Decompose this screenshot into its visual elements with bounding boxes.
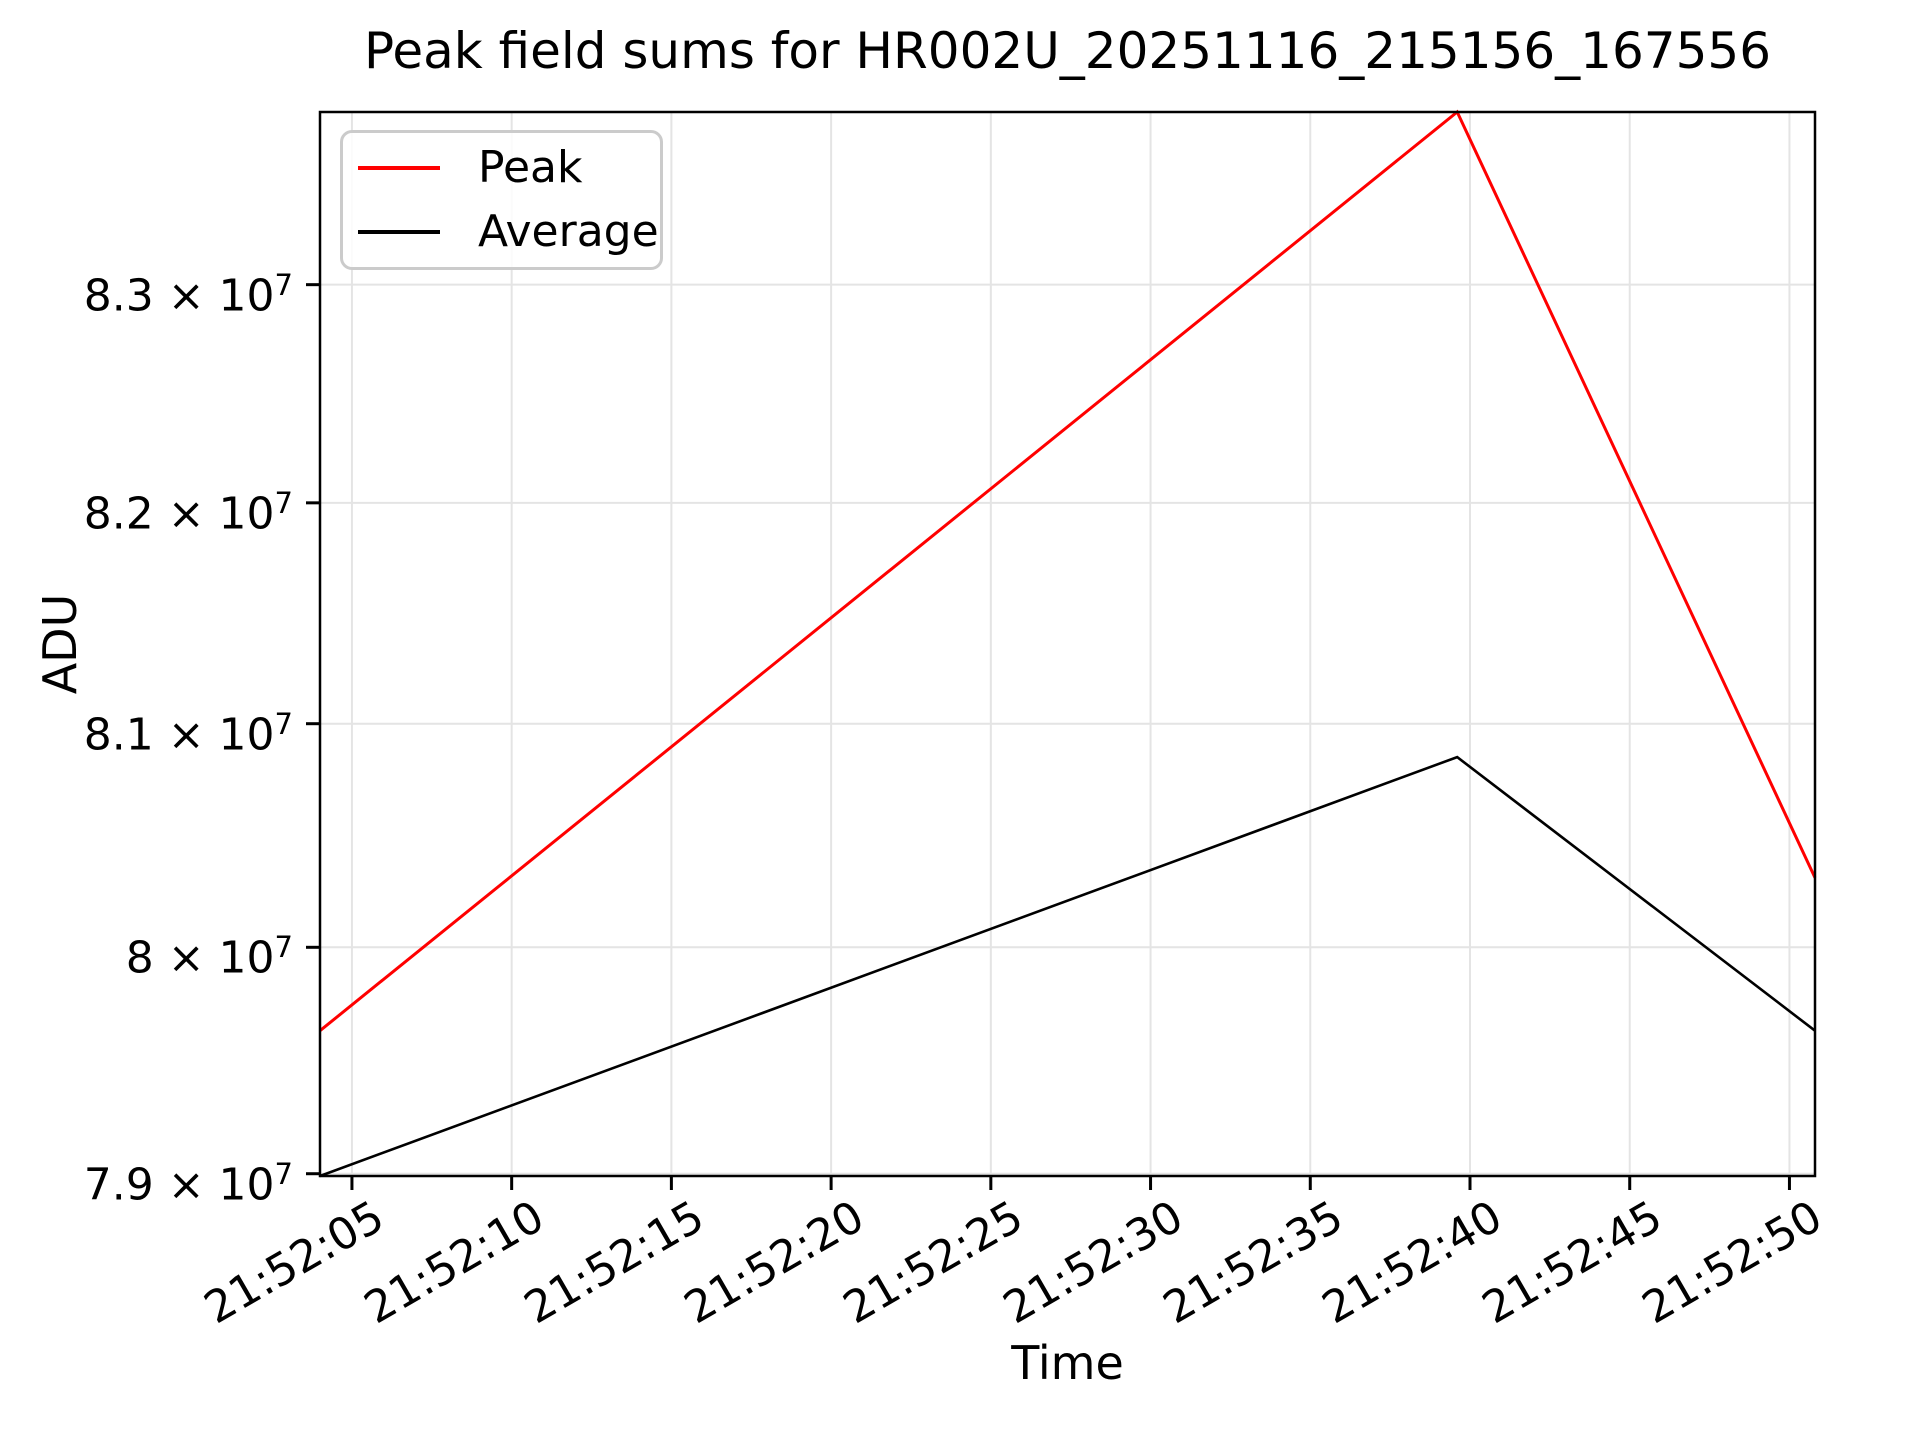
legend-line-sample-average	[358, 230, 440, 234]
y-axis-label: ADU	[33, 593, 87, 695]
average-line	[319, 755, 1816, 1178]
legend-label-peak: Peak	[478, 142, 583, 193]
legend-line-sample-peak	[358, 166, 440, 170]
chart-title: Peak field sums for HR002U_20251116_2151…	[363, 22, 1772, 80]
y-tick-label: 8.2 × 107	[83, 485, 293, 540]
y-tick-label: 8.3 × 107	[83, 267, 293, 322]
legend-entry-average: Average	[358, 200, 660, 264]
legend-entry-peak: Peak	[358, 136, 660, 200]
y-tick-label: 7.9 × 107	[83, 1156, 293, 1211]
legend: Peak Average	[340, 130, 663, 270]
y-tick-label: 8.1 × 107	[83, 706, 293, 761]
y-tick-label: 8 × 107	[125, 930, 293, 984]
legend-label-average: Average	[478, 206, 659, 257]
x-axis-label: Time	[1011, 1336, 1124, 1390]
